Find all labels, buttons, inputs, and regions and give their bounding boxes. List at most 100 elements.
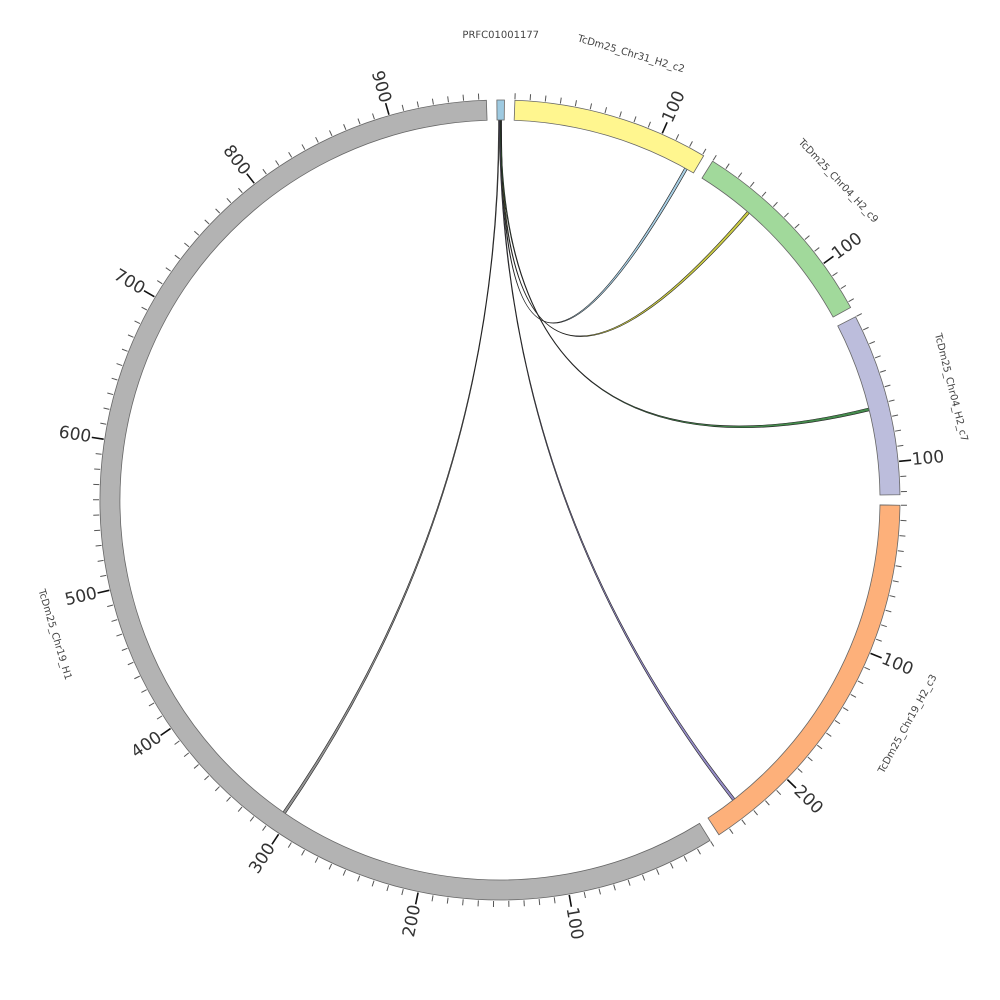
minor-tick (604, 107, 608, 114)
minor-tick (583, 891, 586, 899)
segment-label: TcDm25_Chr19_H2_c3 (876, 673, 940, 776)
minor-tick (832, 272, 838, 277)
minor-tick (856, 313, 862, 317)
major-tick (246, 173, 255, 184)
tick-label: 100 (658, 88, 689, 126)
minor-tick (807, 756, 813, 762)
minor-tick (697, 848, 701, 855)
minor-tick (134, 675, 140, 680)
minor-tick (148, 702, 155, 707)
minor-tick (462, 94, 465, 101)
minor-tick (107, 392, 114, 396)
minor-tick (100, 574, 107, 578)
minor-tick (826, 732, 832, 737)
link-ribbon (499, 119, 736, 801)
minor-tick (613, 884, 616, 891)
minor-tick (670, 862, 674, 869)
tick-label: 100 (911, 447, 945, 470)
minor-tick (895, 565, 902, 568)
segment-label: TcDm25_Chr31_H2_c2 (575, 33, 686, 75)
minor-tick (431, 895, 434, 902)
major-tick (143, 289, 155, 298)
minor-tick (574, 100, 577, 107)
tick-label: 600 (57, 422, 92, 447)
minor-tick (892, 414, 899, 417)
minor-tick (725, 163, 730, 169)
minor-tick (401, 104, 405, 111)
minor-tick (401, 889, 404, 896)
minor-tick (121, 348, 128, 352)
major-tick (568, 894, 573, 907)
minor-tick (447, 96, 449, 103)
minor-tick (899, 535, 906, 537)
minor-tick (462, 899, 464, 906)
minor-tick (627, 879, 631, 886)
minor-tick (156, 280, 163, 285)
minor-tick (619, 111, 622, 118)
minor-tick (884, 384, 891, 388)
minor-tick (121, 647, 128, 651)
major-tick (823, 255, 834, 265)
tick-label: 100 (828, 229, 866, 264)
minor-tick (737, 172, 743, 178)
major-tick (384, 102, 390, 115)
minor-tick (111, 377, 118, 381)
minor-tick (107, 604, 114, 608)
minor-tick (814, 247, 820, 252)
minor-tick (226, 197, 232, 204)
minor-tick (875, 638, 882, 642)
segment-label: TcDm25_Chr04_H2_c9 (795, 136, 880, 225)
minor-tick (880, 624, 887, 628)
minor-tick (897, 444, 904, 447)
minor-tick (869, 341, 876, 345)
minor-tick (111, 619, 118, 622)
tick-label: 200 (399, 903, 425, 939)
minor-tick (842, 707, 849, 712)
minor-tick (633, 116, 637, 123)
minor-tick (783, 212, 789, 218)
minor-tick (165, 267, 172, 272)
minor-tick (894, 429, 902, 432)
minor-tick (862, 326, 869, 331)
minor-tick (249, 816, 255, 822)
minor-tick (97, 559, 104, 562)
major-tick (786, 779, 797, 789)
minor-tick (689, 141, 693, 147)
minor-tick (889, 595, 896, 598)
minor-tick (386, 885, 390, 892)
minor-tick (675, 134, 680, 140)
minor-tick (710, 840, 715, 847)
link-ribbon (282, 119, 500, 814)
minor-tick (134, 320, 141, 324)
minor-tick (301, 849, 305, 856)
minor-tick (850, 693, 857, 698)
minor-tick (874, 355, 881, 359)
segment-arc (496, 99, 505, 121)
minor-tick (127, 661, 134, 666)
minor-tick (301, 144, 306, 150)
minor-tick (598, 888, 601, 895)
segment-label: PRFC01001177 (462, 30, 539, 41)
minor-tick (834, 720, 841, 725)
major-tick (661, 122, 668, 134)
tick-label: 100 (562, 906, 587, 941)
minor-tick (127, 334, 134, 338)
minor-tick (741, 819, 746, 825)
minor-tick (794, 223, 800, 229)
minor-tick (141, 306, 148, 311)
minor-tick (194, 230, 200, 236)
minor-tick (204, 775, 210, 781)
minor-tick (642, 874, 646, 881)
minor-tick (888, 399, 895, 402)
segment-arc (99, 99, 711, 901)
major-tick (91, 436, 104, 440)
minor-tick (712, 154, 717, 161)
minor-tick (656, 868, 660, 875)
minor-tick (215, 208, 221, 214)
minor-tick (262, 825, 267, 831)
minor-tick (262, 168, 267, 175)
minor-tick (315, 136, 319, 143)
minor-tick (538, 899, 541, 906)
